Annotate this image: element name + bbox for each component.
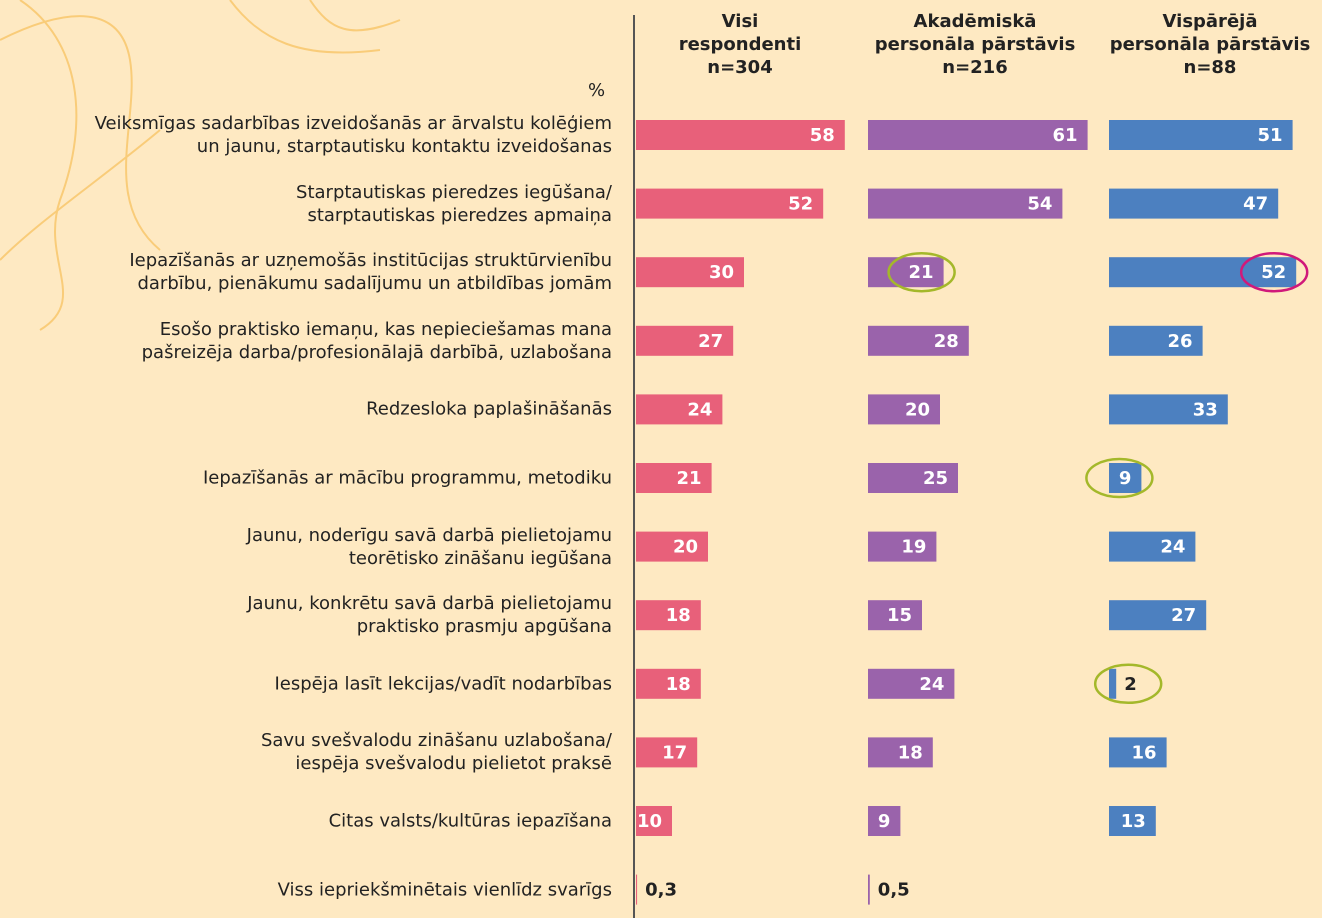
- value-label: 24: [919, 674, 944, 695]
- value-label: 18: [666, 674, 691, 695]
- bar: [868, 394, 940, 425]
- value-label: 20: [673, 537, 698, 558]
- value-label: 0,3: [645, 880, 677, 901]
- category-label: Starptautiskas pieredzes iegūšana/ starp…: [296, 181, 612, 226]
- category-label: Viss iepriekšminētais vienlīdz svarīgs: [277, 879, 612, 901]
- value-label: 21: [909, 262, 934, 283]
- bar: [1109, 668, 1117, 699]
- bar: [636, 531, 708, 562]
- bar: [868, 737, 933, 768]
- value-label: 10: [637, 811, 662, 832]
- value-label: 9: [1119, 468, 1132, 489]
- value-label: 52: [1261, 262, 1286, 283]
- bar: [636, 600, 701, 631]
- bar: [636, 737, 698, 768]
- bar: [868, 325, 969, 356]
- series-header: Visi respondenti: [678, 11, 802, 55]
- value-label: 24: [687, 399, 712, 420]
- value-label: 61: [1053, 125, 1078, 146]
- series-header: Akadēmiskā personāla pārstāvis: [874, 11, 1076, 55]
- value-label: 0,5: [878, 880, 910, 901]
- bar: [868, 668, 955, 699]
- bar: [868, 531, 937, 562]
- unit-label: %: [588, 80, 606, 101]
- highlight-ring: [1093, 663, 1163, 705]
- bar: [636, 668, 701, 699]
- value-label: 19: [901, 537, 926, 558]
- value-label: 16: [1132, 742, 1157, 763]
- bar: [636, 325, 734, 356]
- bar: [1109, 325, 1203, 356]
- bar: [1109, 531, 1196, 562]
- decoration: [0, 0, 401, 331]
- bar: [868, 874, 870, 905]
- bar: [636, 188, 824, 219]
- value-label: 2: [1124, 674, 1137, 695]
- value-label: 33: [1193, 399, 1218, 420]
- bar: [1109, 257, 1297, 288]
- value-label: 24: [1160, 537, 1185, 558]
- value-label: 26: [1168, 331, 1193, 352]
- bar: [868, 600, 922, 631]
- bar: [868, 120, 1088, 150]
- bar: [636, 463, 712, 493]
- bar: [868, 463, 958, 493]
- bar: [636, 394, 723, 425]
- bar: [868, 257, 944, 288]
- category-label: Esošo praktisko iemaņu, kas nepieciešama…: [141, 318, 612, 363]
- value-label: 27: [1171, 605, 1196, 626]
- bar: [868, 188, 1063, 219]
- category-label: Jaunu, noderīgu savā darbā pielietojamu …: [246, 524, 612, 569]
- value-label: 58: [810, 125, 835, 146]
- bar: [1109, 394, 1228, 425]
- value-label: 13: [1121, 811, 1146, 832]
- bar: [1109, 600, 1207, 631]
- category-label: Iepazīšanās ar uzņemošās institūcijas st…: [129, 250, 612, 295]
- value-label: 52: [788, 194, 813, 215]
- bar: [636, 874, 638, 905]
- value-label: 47: [1243, 194, 1268, 215]
- category-label: Iespēja lasīt lekcijas/vadīt nodarbības: [274, 673, 613, 695]
- category-label: Iepazīšanās ar mācību programmu, metodik…: [202, 467, 612, 489]
- bar: [1109, 463, 1142, 493]
- series-n: n=216: [942, 57, 1008, 78]
- series-header: Vispārējā personāla pārstāvis: [1109, 11, 1311, 55]
- bar: [636, 806, 672, 836]
- value-label: 28: [934, 331, 959, 352]
- bar: [636, 257, 744, 288]
- value-label: 18: [666, 605, 691, 626]
- highlight-ring: [1085, 457, 1154, 499]
- category-label: Veiksmīgas sadarbības izveidošanās ar ār…: [94, 113, 612, 157]
- value-label: 17: [662, 742, 687, 763]
- bar: [868, 806, 901, 836]
- value-label: 30: [709, 262, 734, 283]
- bar: [1109, 120, 1293, 150]
- value-label: 15: [887, 605, 912, 626]
- highlight-ring: [1239, 251, 1309, 293]
- bar: [1109, 188, 1279, 219]
- category-label: Redzesloka paplašināšanās: [366, 398, 612, 420]
- value-label: 9: [878, 811, 891, 832]
- category-label: Citas valsts/kultūras iepazīšana: [328, 810, 612, 832]
- value-label: 18: [898, 742, 923, 763]
- bar: [1109, 737, 1167, 768]
- value-label: 25: [923, 468, 948, 489]
- highlight-ring: [887, 251, 956, 293]
- value-label: 20: [905, 399, 930, 420]
- category-label: Savu svešvalodu zināšanu uzlabošana/ ies…: [260, 730, 612, 775]
- value-label: 27: [698, 331, 723, 352]
- series-n: n=88: [1183, 57, 1237, 78]
- value-label: 51: [1258, 125, 1283, 146]
- value-label: 54: [1027, 194, 1052, 215]
- series-n: n=304: [707, 57, 773, 78]
- category-label: Jaunu, konkrētu savā darbā pielietojamu …: [247, 593, 612, 638]
- bar: [636, 120, 845, 150]
- bar: [1109, 806, 1156, 836]
- value-label: 21: [677, 468, 702, 489]
